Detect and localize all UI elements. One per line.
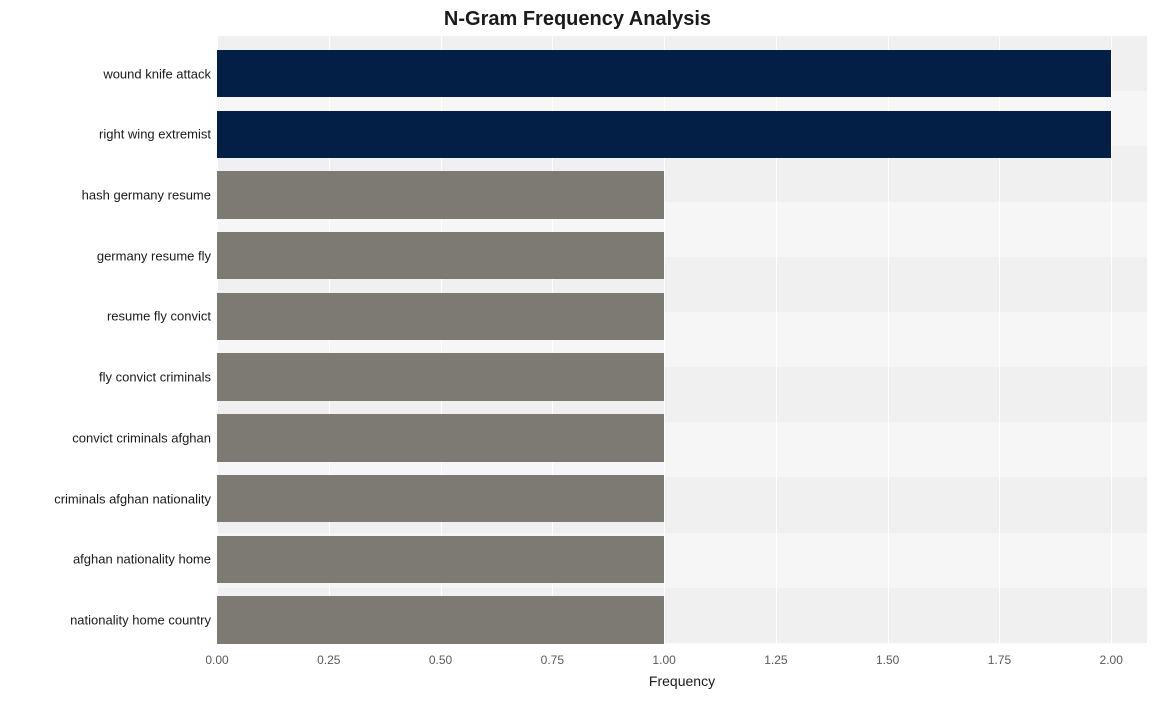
bar: [217, 171, 664, 218]
y-tick-label: convict criminals afghan: [72, 430, 211, 445]
ngram-frequency-chart: N-Gram Frequency Analysis Frequency 0.00…: [0, 0, 1155, 701]
x-tick-label: 0.75: [541, 653, 564, 667]
y-tick-label: resume fly convict: [107, 309, 211, 324]
bar: [217, 111, 1111, 158]
y-tick-label: criminals afghan nationality: [54, 491, 211, 506]
y-tick-label: wound knife attack: [103, 66, 211, 81]
y-tick-label: hash germany resume: [82, 188, 211, 203]
bar: [217, 50, 1111, 97]
x-tick-label: 1.75: [988, 653, 1011, 667]
grid-line: [1111, 36, 1112, 643]
bar: [217, 353, 664, 400]
y-tick-label: afghan nationality home: [73, 552, 211, 567]
x-axis-label: Frequency: [649, 673, 715, 689]
x-tick-label: 1.25: [764, 653, 787, 667]
x-tick-label: 0.25: [317, 653, 340, 667]
bar: [217, 414, 664, 461]
bar: [217, 475, 664, 522]
y-tick-label: germany resume fly: [97, 248, 211, 263]
y-tick-label: right wing extremist: [99, 127, 211, 142]
plot-area: [217, 36, 1147, 643]
y-tick-label: fly convict criminals: [99, 370, 211, 385]
bar: [217, 596, 664, 643]
y-tick-label: nationality home country: [70, 612, 211, 627]
x-tick-label: 1.00: [652, 653, 675, 667]
x-tick-label: 0.00: [205, 653, 228, 667]
x-tick-label: 0.50: [429, 653, 452, 667]
x-tick-label: 2.00: [1100, 653, 1123, 667]
chart-title: N-Gram Frequency Analysis: [0, 8, 1155, 31]
bar: [217, 232, 664, 279]
bar: [217, 536, 664, 583]
x-tick-label: 1.50: [876, 653, 899, 667]
bar: [217, 293, 664, 340]
